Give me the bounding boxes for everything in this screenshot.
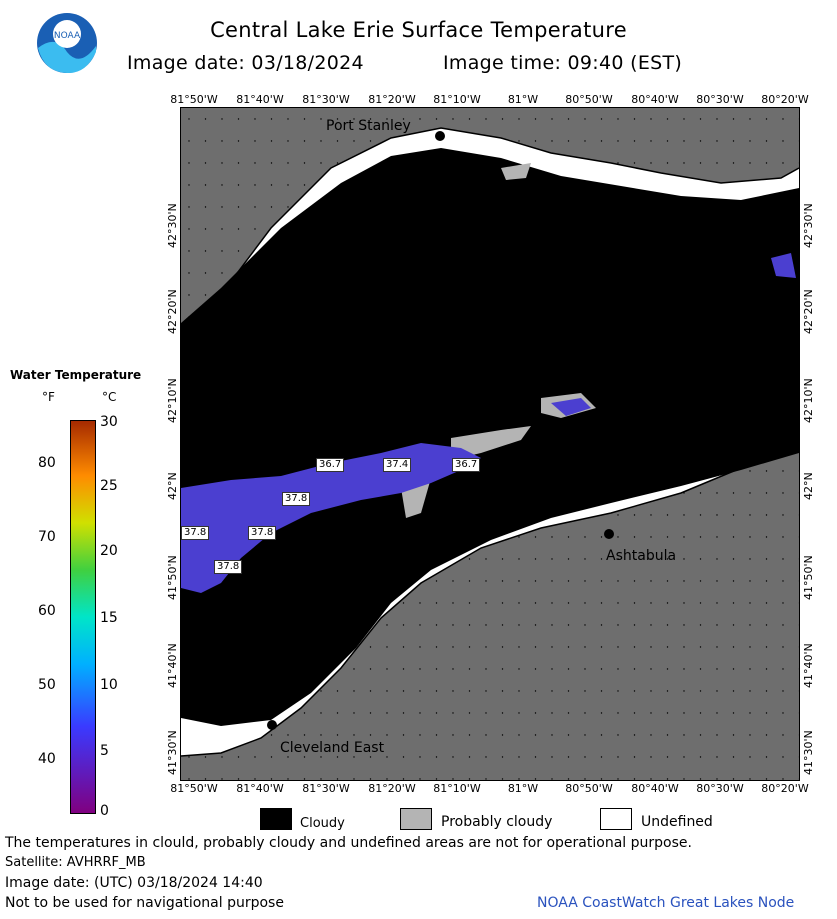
f-tick: 60: [38, 603, 56, 619]
disclaimer: The temperatures in clould, probably clo…: [5, 835, 692, 851]
f-tick: 80: [38, 455, 56, 471]
f-tick: 50: [38, 677, 56, 693]
undefined-swatch: [600, 808, 632, 830]
temp-tag: 37.4: [383, 458, 412, 472]
lon-label-bottom: 81°W: [507, 782, 539, 795]
c-tick: 0: [100, 803, 109, 819]
lon-label-top: 80°20'W: [761, 93, 809, 106]
temp-tag: 36.7: [316, 458, 345, 472]
temp-tag: 36.7: [452, 458, 481, 472]
noaa-logo: NOAA: [36, 12, 98, 74]
lat-label-right: 42°20'N: [802, 289, 815, 334]
warm-water-area: [771, 253, 796, 278]
lat-label-right: 41°30'N: [802, 730, 815, 775]
c-tick: 25: [100, 478, 118, 494]
legend-title: Water Temperature: [10, 368, 142, 382]
lat-label-left: 42°20'N: [166, 289, 179, 334]
cloudy-label: Cloudy: [300, 816, 345, 831]
lon-label-top: 81°10'W: [433, 93, 481, 106]
probably-cloudy-area: [451, 426, 531, 460]
warm-water-area: [551, 398, 591, 416]
lon-label-bottom: 80°50'W: [565, 782, 613, 795]
lat-label-left: 41°30'N: [166, 730, 179, 775]
f-tick: 70: [38, 529, 56, 545]
lon-label-top: 80°30'W: [696, 93, 744, 106]
lat-label-left: 41°50'N: [166, 555, 179, 600]
lon-label-top: 80°40'W: [631, 93, 679, 106]
image-date: Image date: 03/18/2024: [127, 52, 364, 74]
lon-label-bottom: 80°30'W: [696, 782, 744, 795]
lake-map: [180, 107, 800, 781]
c-tick: 5: [100, 743, 109, 759]
lake-map-canvas: [181, 108, 799, 780]
temp-tag: 37.8: [214, 560, 243, 574]
legend-unit-f: °F: [42, 390, 55, 404]
cloudy-swatch: [260, 808, 292, 830]
lon-label-bottom: 81°10'W: [433, 782, 481, 795]
lat-label-right: 41°50'N: [802, 555, 815, 600]
image-time: Image time: 09:40 (EST): [443, 52, 683, 74]
f-tick: 40: [38, 751, 56, 767]
lon-label-top: 80°50'W: [565, 93, 613, 106]
lon-label-bottom: 81°40'W: [236, 782, 284, 795]
city-marker-cleveland-east: [267, 720, 277, 730]
lon-label-bottom: 80°40'W: [631, 782, 679, 795]
lon-label-top: 81°50'W: [170, 93, 218, 106]
lat-label-right: 41°40'N: [802, 643, 815, 688]
temp-tag: 37.8: [248, 526, 277, 540]
c-tick: 30: [100, 414, 118, 430]
lon-label-bottom: 81°20'W: [368, 782, 416, 795]
lon-label-bottom: 81°30'W: [302, 782, 350, 795]
image-date-utc: Image date: (UTC) 03/18/2024 14:40: [5, 875, 263, 891]
credit: NOAA CoastWatch Great Lakes Node: [537, 895, 795, 911]
noaa-logo-icon: NOAA: [37, 13, 97, 74]
city-marker-port-stanley: [435, 131, 445, 141]
lat-label-left: 41°40'N: [166, 643, 179, 688]
lat-label-left: 42°10'N: [166, 378, 179, 423]
city-label-port-stanley: Port Stanley: [326, 118, 411, 134]
city-marker-ashtabula: [604, 529, 614, 539]
svg-text:NOAA: NOAA: [54, 31, 81, 41]
color-scale-bar: [70, 420, 96, 814]
temp-tag: 37.8: [181, 526, 210, 540]
lat-label-right: 42°10'N: [802, 378, 815, 423]
city-label-ashtabula: Ashtabula: [606, 548, 677, 564]
lat-label-left: 42°30'N: [166, 203, 179, 248]
coastline: [181, 447, 799, 757]
c-tick: 15: [100, 610, 118, 626]
lon-label-top: 81°W: [507, 93, 539, 106]
c-tick: 20: [100, 543, 118, 559]
lat-label-left: 42°N: [166, 472, 179, 500]
city-label-cleveland-east: Cleveland East: [280, 740, 385, 756]
undefined-label: Undefined: [641, 814, 713, 830]
legend-unit-c: °C: [102, 390, 117, 404]
lon-label-top: 81°30'W: [302, 93, 350, 106]
page-title: Central Lake Erie Surface Temperature: [210, 18, 627, 42]
probably-cloudy-swatch: [400, 808, 432, 830]
coastline: [181, 127, 799, 359]
temp-tag: 37.8: [282, 492, 311, 506]
lon-label-bottom: 81°50'W: [170, 782, 218, 795]
lon-label-top: 81°40'W: [236, 93, 284, 106]
lon-label-bottom: 80°20'W: [761, 782, 809, 795]
probably-cloudy-label: Probably cloudy: [441, 814, 553, 830]
probably-cloudy-area: [501, 163, 531, 180]
navigation-note: Not to be used for navigational purpose: [5, 895, 284, 911]
lon-label-top: 81°20'W: [368, 93, 416, 106]
warm-water-area: [181, 443, 481, 593]
lat-label-right: 42°N: [802, 472, 815, 500]
c-tick: 10: [100, 677, 118, 693]
satellite: Satellite: AVHRRF_MB: [5, 855, 146, 870]
lat-label-right: 42°30'N: [802, 203, 815, 248]
